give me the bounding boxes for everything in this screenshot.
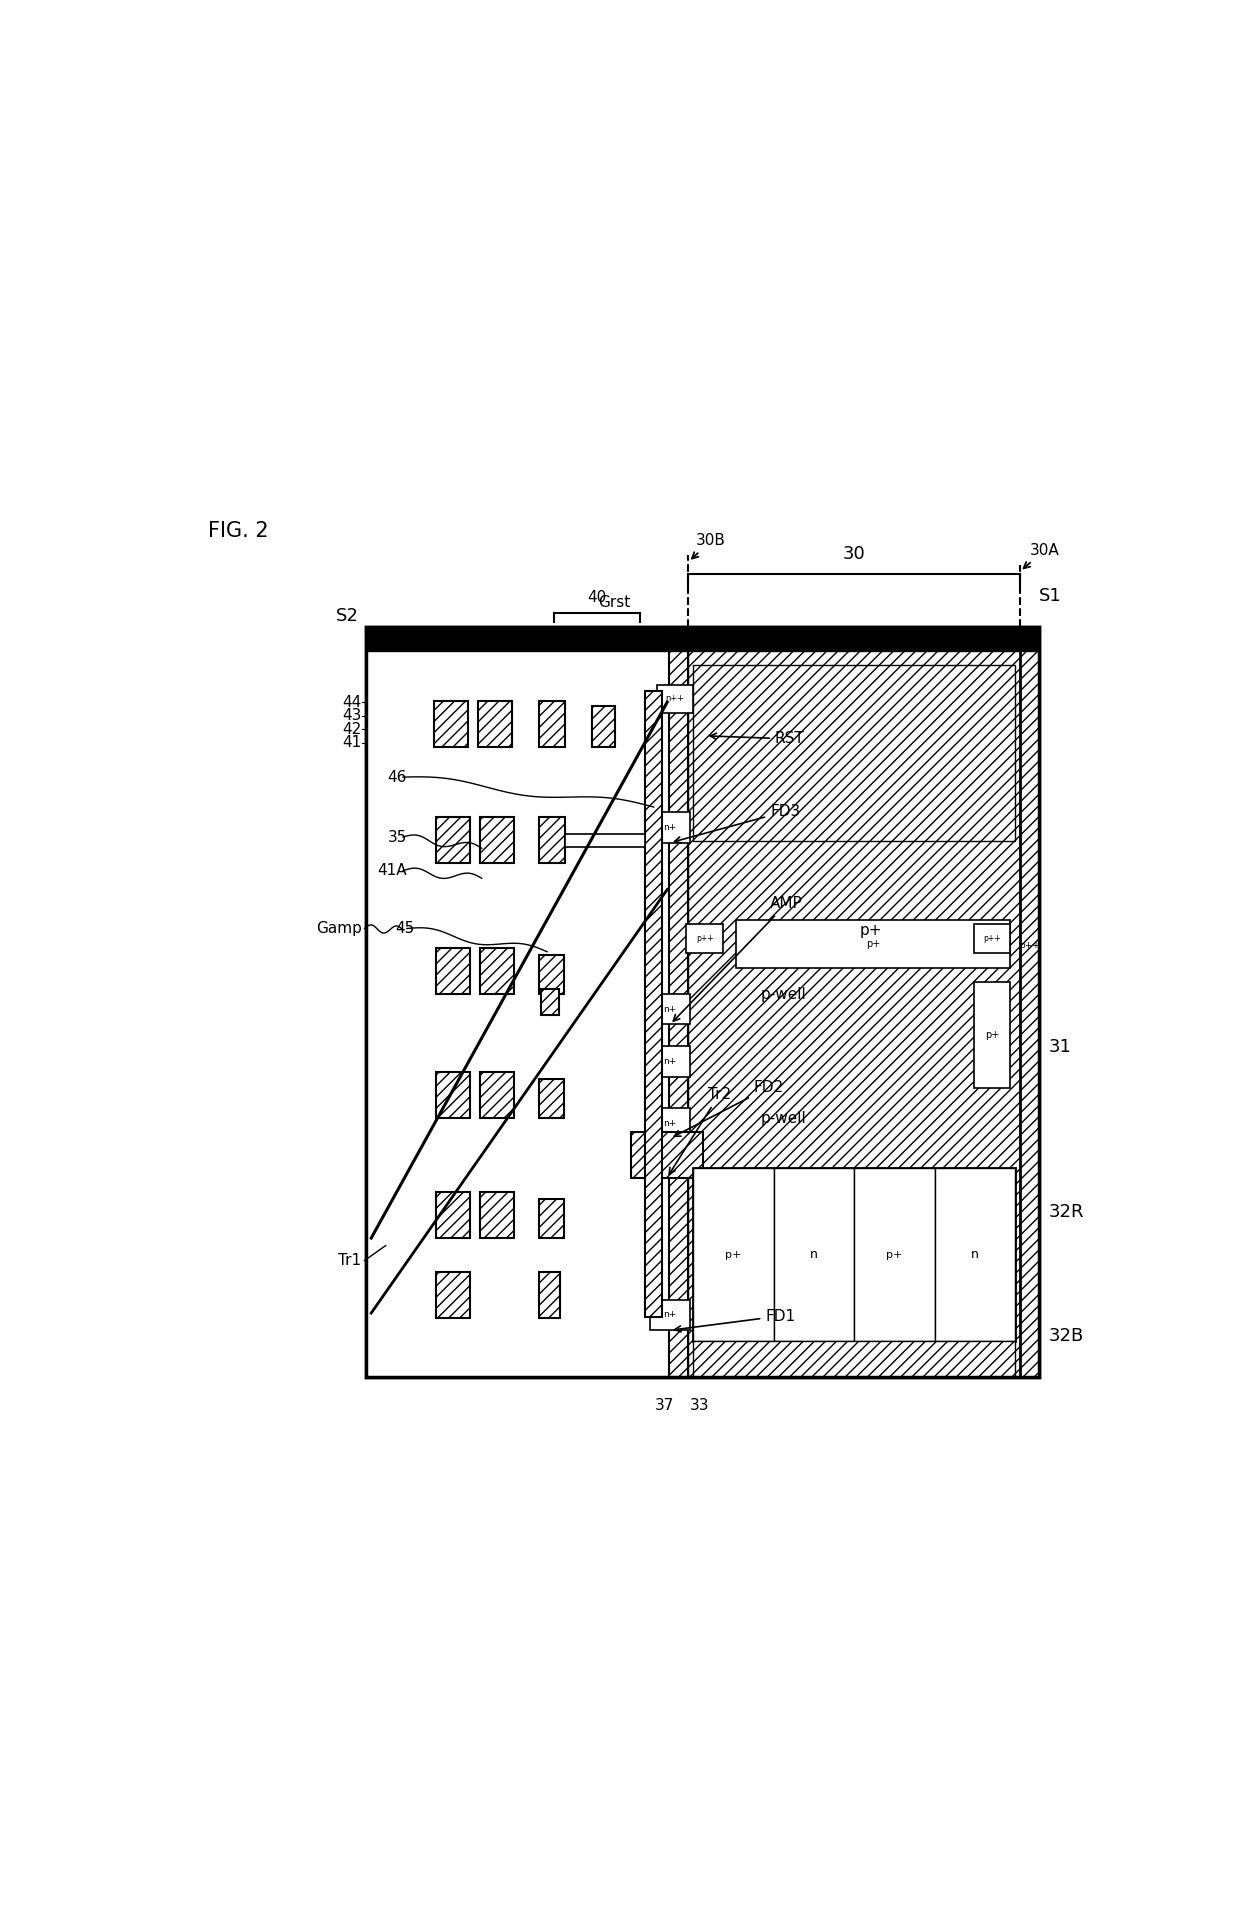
Bar bbox=[480, 817, 515, 863]
Bar bbox=[657, 684, 693, 713]
Bar bbox=[650, 994, 691, 1025]
Text: p++: p++ bbox=[983, 935, 1001, 944]
Text: 40: 40 bbox=[588, 590, 606, 605]
Bar bbox=[688, 626, 1019, 1376]
Bar bbox=[693, 1341, 1016, 1376]
Bar bbox=[593, 705, 615, 748]
Text: 32B: 32B bbox=[1049, 1326, 1084, 1345]
Bar bbox=[477, 701, 512, 748]
Bar bbox=[435, 1193, 470, 1237]
Bar bbox=[435, 948, 470, 994]
Text: n+: n+ bbox=[663, 1004, 677, 1014]
Text: 41A: 41A bbox=[377, 863, 407, 879]
Text: FD3: FD3 bbox=[675, 804, 800, 842]
Bar bbox=[854, 1168, 935, 1341]
Text: 37: 37 bbox=[655, 1397, 675, 1412]
Bar bbox=[367, 626, 1039, 1376]
Bar bbox=[367, 626, 1039, 1376]
Text: Grst: Grst bbox=[598, 595, 630, 609]
Bar bbox=[435, 817, 470, 863]
Text: FD2: FD2 bbox=[675, 1079, 784, 1137]
Bar bbox=[693, 665, 1016, 840]
Text: 30A: 30A bbox=[1023, 543, 1059, 568]
Bar bbox=[435, 1071, 470, 1118]
Text: 30B: 30B bbox=[692, 534, 725, 559]
Bar bbox=[480, 1071, 515, 1118]
Bar bbox=[650, 1046, 691, 1077]
Bar bbox=[565, 834, 645, 848]
Text: p+: p+ bbox=[985, 1031, 999, 1041]
Text: p++: p++ bbox=[696, 935, 713, 944]
Text: n: n bbox=[810, 1249, 818, 1260]
Text: p+: p+ bbox=[887, 1249, 903, 1260]
Bar bbox=[367, 626, 688, 1376]
Bar bbox=[539, 1272, 560, 1318]
Text: 45: 45 bbox=[396, 921, 414, 937]
Text: 32R: 32R bbox=[1049, 1202, 1084, 1222]
Bar bbox=[645, 692, 662, 1316]
Bar bbox=[539, 817, 565, 863]
Bar bbox=[539, 1079, 564, 1118]
Bar bbox=[687, 925, 723, 954]
Text: p-well: p-well bbox=[760, 1110, 806, 1125]
Text: 44: 44 bbox=[342, 694, 362, 709]
Text: n++: n++ bbox=[666, 694, 684, 703]
Text: 31: 31 bbox=[1049, 1039, 1071, 1056]
Bar bbox=[693, 1168, 774, 1341]
Text: 30: 30 bbox=[843, 545, 866, 563]
Text: 42: 42 bbox=[342, 721, 362, 736]
Text: p+: p+ bbox=[725, 1249, 742, 1260]
Text: 46: 46 bbox=[387, 769, 407, 784]
Bar bbox=[631, 1131, 703, 1177]
Text: AMP: AMP bbox=[673, 896, 802, 1021]
Bar bbox=[774, 1168, 854, 1341]
Text: RST: RST bbox=[711, 732, 805, 746]
Bar bbox=[650, 1108, 691, 1139]
Text: n+: n+ bbox=[663, 1058, 677, 1066]
Text: p++: p++ bbox=[1019, 940, 1040, 950]
Bar bbox=[737, 921, 1011, 967]
Text: FD1: FD1 bbox=[675, 1308, 795, 1332]
Text: p+: p+ bbox=[859, 923, 882, 938]
Bar bbox=[480, 1193, 515, 1237]
Text: p+: p+ bbox=[867, 938, 880, 950]
Bar bbox=[650, 811, 691, 842]
Bar bbox=[650, 1299, 691, 1330]
Text: 41: 41 bbox=[342, 734, 362, 750]
Bar bbox=[480, 948, 515, 994]
Bar bbox=[973, 983, 1011, 1089]
Text: Tr1: Tr1 bbox=[339, 1253, 362, 1268]
Bar bbox=[539, 701, 565, 748]
Bar bbox=[670, 626, 688, 1376]
Bar bbox=[1019, 626, 1039, 1376]
Bar bbox=[539, 1199, 564, 1237]
Text: S1: S1 bbox=[1039, 588, 1061, 605]
Text: Tr2: Tr2 bbox=[670, 1087, 730, 1174]
Bar bbox=[435, 1272, 470, 1318]
Bar bbox=[539, 956, 564, 994]
Text: Gamp: Gamp bbox=[316, 921, 362, 937]
Bar bbox=[542, 989, 558, 1016]
Text: n: n bbox=[971, 1249, 978, 1260]
Text: FIG. 2: FIG. 2 bbox=[208, 520, 269, 541]
Text: S2: S2 bbox=[336, 607, 358, 624]
Bar bbox=[693, 1168, 1016, 1341]
Text: n+: n+ bbox=[663, 1118, 677, 1127]
Text: 35: 35 bbox=[387, 829, 407, 844]
Bar bbox=[367, 626, 1039, 651]
Bar bbox=[434, 701, 469, 748]
Text: p-well: p-well bbox=[760, 987, 806, 1002]
Text: 33: 33 bbox=[691, 1397, 709, 1412]
Text: n+: n+ bbox=[663, 823, 677, 832]
Text: 43: 43 bbox=[342, 707, 362, 723]
Bar bbox=[935, 1168, 1016, 1341]
Text: n+: n+ bbox=[663, 1310, 677, 1320]
Bar bbox=[973, 925, 1011, 954]
